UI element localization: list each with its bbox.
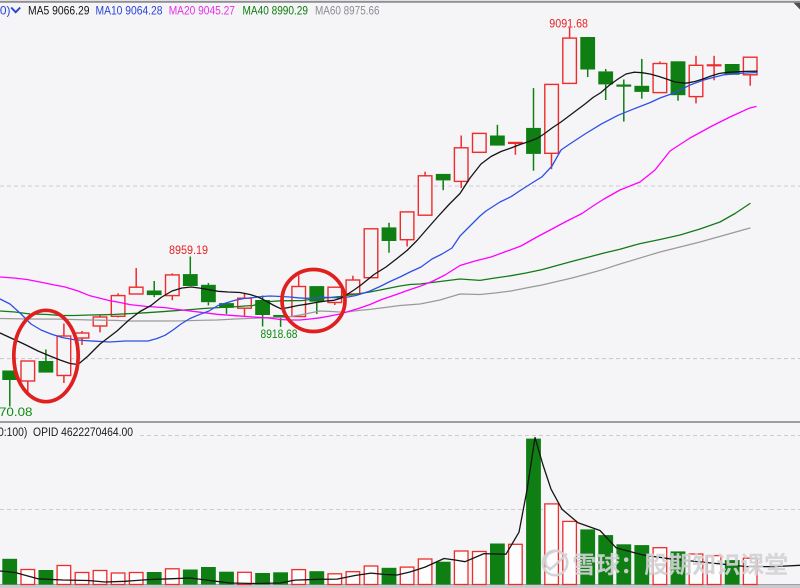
svg-text:MA5 9066.29: MA5 9066.29 bbox=[28, 3, 90, 17]
svg-text:MA20 9045.27: MA20 9045.27 bbox=[169, 3, 235, 17]
svg-text:MA40 8990.29: MA40 8990.29 bbox=[243, 3, 309, 17]
svg-text:MA10 9064.28: MA10 9064.28 bbox=[96, 3, 163, 17]
svg-text:9091.68: 9091.68 bbox=[549, 18, 588, 30]
svg-text:.0): .0) bbox=[0, 3, 11, 17]
svg-text:0:100) OPID 4622270464.00: 0:100) OPID 4622270464.00 bbox=[0, 427, 133, 439]
svg-text:8918.68: 8918.68 bbox=[261, 329, 298, 341]
svg-text:8959.19: 8959.19 bbox=[169, 245, 208, 257]
svg-text:MA60 8975.66: MA60 8975.66 bbox=[315, 3, 380, 17]
svg-text:870.08: 870.08 bbox=[0, 407, 33, 419]
